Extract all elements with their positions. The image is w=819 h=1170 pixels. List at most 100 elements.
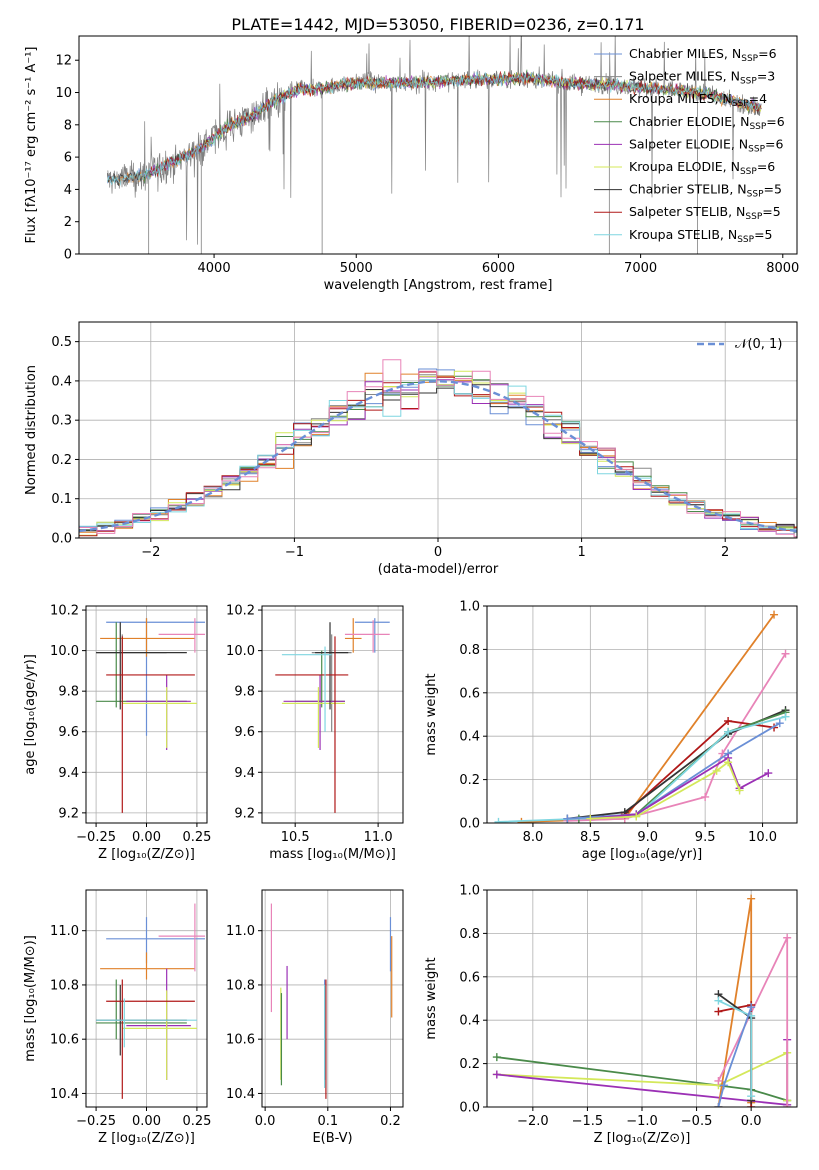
errorbar-point	[311, 634, 352, 732]
x-tick-label: 5000	[340, 261, 373, 276]
y-tick-label: 0.4	[459, 730, 480, 745]
x-axis-label: wavelength [Angstrom, rest frame]	[324, 278, 553, 293]
gaussian-reference-curve	[79, 380, 797, 533]
y-tick-label: 10.2	[226, 604, 255, 619]
weight-line	[567, 709, 786, 820]
x-tick-label: 11.0	[364, 830, 393, 845]
x-tick-label: −0.25	[76, 830, 116, 845]
x-tick-label: −1.0	[626, 1114, 658, 1129]
plot-area	[492, 894, 792, 1107]
weight-marker	[492, 1070, 501, 1079]
weight-marker	[563, 814, 572, 823]
histogram-salpeter_elodie	[79, 376, 797, 532]
weight-marker	[714, 996, 723, 1005]
panel-age_vs_Z: −0.25 0.00 0.25 9.2 9.4 9.6 9.8 10.0 10.2 Z [log₁…	[23, 604, 211, 862]
weight-line	[717, 937, 789, 1107]
y-tick-label: 0.0	[459, 817, 480, 832]
y-tick-label: 2	[64, 215, 72, 230]
weight-marker	[719, 1081, 728, 1090]
errorbar-point	[96, 998, 197, 1048]
y-tick-label: 10.6	[226, 1033, 255, 1048]
x-tick-label: 7000	[624, 261, 657, 276]
x-tick-label: −1	[285, 545, 304, 560]
x-axis-label: mass [log₁₀(M/M⊙)]	[269, 847, 396, 862]
y-tick-label: 9.4	[234, 766, 255, 781]
errorbar-point	[344, 620, 390, 653]
errorbar-point	[96, 634, 167, 700]
x-tick-label: 4000	[198, 261, 231, 276]
x-tick-label: 0.0	[741, 1114, 762, 1129]
y-tick-label: 0.5	[51, 335, 72, 350]
axes-frame	[85, 605, 208, 824]
weight-marker	[783, 933, 792, 942]
x-axis-label: (data-model)/error	[378, 562, 499, 577]
y-tick-label: 9.2	[234, 806, 255, 821]
y-tick-label: 10	[55, 86, 72, 101]
errorbar-point	[126, 968, 191, 1080]
y-tick-label: 0.2	[459, 1057, 480, 1072]
y-tick-label: 0.1	[51, 492, 72, 507]
y-axis-label: Normed distribution	[24, 365, 39, 495]
y-tick-label: 0.6	[459, 686, 480, 701]
plot-area	[107, 36, 762, 254]
axes-frame	[261, 889, 404, 1108]
panel-mass_vs_ebv: 0.0 0.1 0.2 10.4 10.6 10.8 11.0 E(B-V)	[226, 889, 404, 1146]
x-tick-label: 10.5	[281, 830, 310, 845]
axes-frame	[85, 889, 208, 1108]
y-axis-label: age [log₁₀(age/yr)]	[23, 654, 38, 775]
gridlines	[262, 890, 403, 1107]
histogram-kroupa_stelib	[79, 379, 797, 530]
x-tick-label: −0.5	[681, 1114, 713, 1129]
y-tick-label: 12	[55, 54, 72, 69]
weight-line	[498, 715, 786, 823]
legend-entry-salpeter_elodie: Salpeter ELODIE, NSSP=6	[629, 136, 784, 154]
x-tick-label: 0.0	[255, 1114, 276, 1129]
panel-residuals: −2 −1 0 1 2 0.0 0.1 0.2 0.3 0.4 0.5 (data-model)/er…	[24, 321, 798, 577]
weight-marker	[714, 1076, 723, 1085]
errorbar-point	[122, 687, 197, 748]
legend-entry-kroupa_miles: Kroupa MILES, NSSP=4	[629, 91, 767, 109]
weight-line	[567, 722, 781, 820]
errorbar-point	[158, 618, 205, 653]
x-tick-label: 6000	[482, 261, 515, 276]
y-tick-label: 0.8	[459, 643, 480, 658]
axes-frame	[78, 321, 798, 539]
y-tick-label: 10.0	[50, 644, 79, 659]
x-tick-label: 8000	[766, 261, 799, 276]
plot-area	[96, 903, 205, 1099]
errorbar-point	[106, 618, 205, 736]
axes-frame	[78, 35, 798, 255]
y-tick-label: 11.0	[226, 924, 255, 939]
x-axis-label: Z [log₁₀(Z/Z⊙)]	[594, 1131, 691, 1146]
legend-entry-gaussian: 𝒩(0, 1)	[735, 337, 782, 352]
errorbar-point	[100, 952, 195, 980]
weight-marker	[724, 717, 733, 726]
y-tick-label: 0.4	[51, 374, 72, 389]
figure-title: PLATE=1442, MJD=53050, FIBERID=0236, z=0…	[231, 15, 644, 34]
legend-entry-salpeter_stelib: Salpeter STELIB, NSSP=5	[629, 204, 781, 222]
y-tick-label: 6	[64, 151, 72, 166]
weight-marker	[770, 610, 779, 619]
y-tick-label: 0.2	[459, 773, 480, 788]
y-tick-label: 10.2	[50, 604, 79, 619]
weight-marker	[747, 894, 756, 903]
weight-marker	[735, 786, 744, 795]
errorbar-point	[158, 903, 205, 972]
x-tick-label: 0.00	[132, 830, 161, 845]
errorbar-point	[106, 636, 195, 813]
y-tick-label: 10.4	[50, 1087, 79, 1102]
panel-spectrum: 4000 5000 6000 7000 8000 0 2 4 6 8 10 12 wavelength …	[24, 35, 799, 293]
y-axis-label: mass weight	[424, 957, 439, 1039]
weight-marker	[724, 727, 733, 736]
errorbar-point	[106, 917, 205, 964]
y-tick-label: 4	[64, 183, 72, 198]
x-tick-label: 0.1	[317, 1114, 338, 1129]
x-axis-label: E(B-V)	[312, 1131, 352, 1146]
panel-weight_vs_Z: −2.0 −1.5 −1.0 −0.5 0.0 0.0 0.2 0.4 0.6 0.8 1.0 Z […	[424, 884, 798, 1146]
plot-area	[275, 618, 390, 813]
y-tick-label: 0.8	[459, 927, 480, 942]
weight-marker	[494, 817, 503, 823]
weight-marker	[492, 1053, 501, 1062]
weight-marker	[775, 719, 784, 728]
